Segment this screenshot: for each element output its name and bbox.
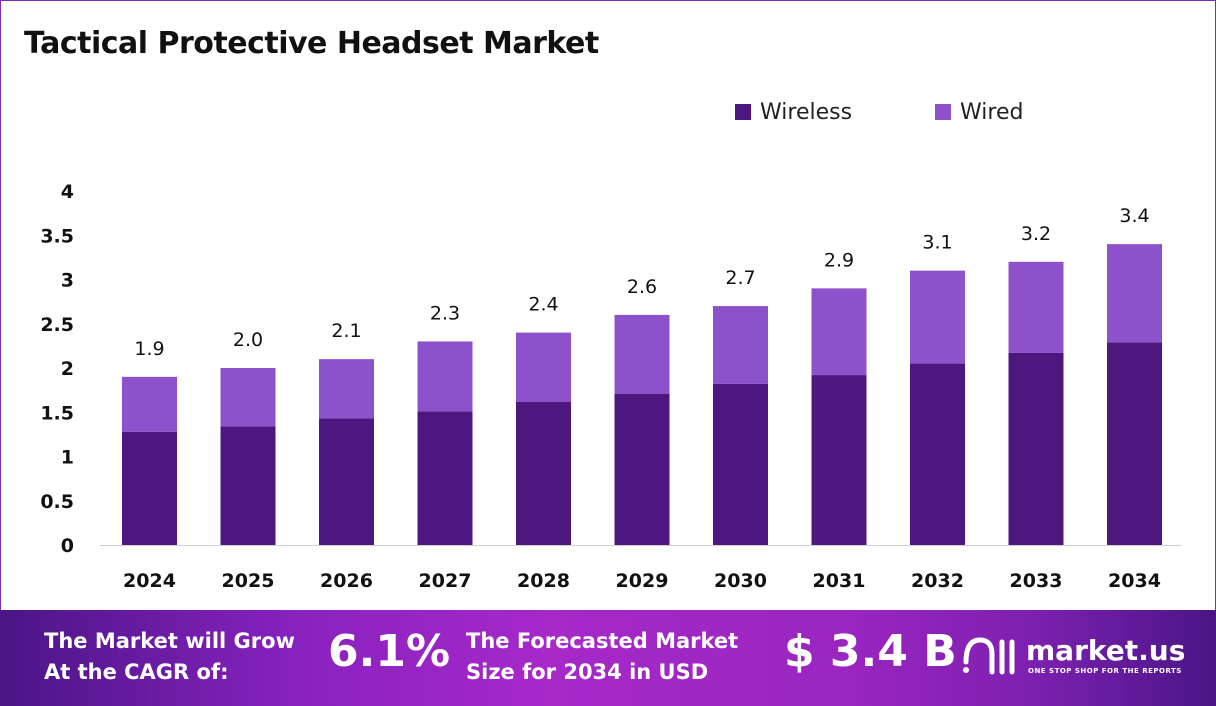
market-size-label-line1: The Forecasted Market [466,629,739,653]
y-tick-label: 4 [61,181,74,203]
bar-wired-2032 [910,270,965,364]
legend-label-wireless: Wireless [760,100,852,125]
y-tick-label: 3.5 [40,225,74,247]
market-us-logo-icon [963,637,1015,675]
data-label-total: 2.9 [824,249,854,271]
legend-swatch-wired [935,104,951,120]
data-label-total: 3.1 [922,232,952,254]
x-tick-label: 2028 [517,570,570,592]
bar-wired-2030 [713,306,768,384]
data-label-total: 2.7 [725,267,755,289]
x-tick-label: 2024 [123,570,176,592]
market-size-label-line2: Size for 2034 in USD [466,660,709,684]
data-label-total: 2.3 [430,302,460,324]
data-label-total: 2.4 [528,294,558,316]
bar-wired-2027 [417,341,473,412]
bar-wireless-2030 [713,383,768,545]
x-tick-label: 2026 [320,570,373,592]
data-label-total: 3.2 [1021,223,1051,245]
bar-wireless-2024 [122,431,177,545]
legend-label-wired: Wired [960,100,1023,125]
y-tick-label: 1.5 [40,402,74,424]
y-tick-label: 0.5 [40,491,74,513]
x-tick-label: 2027 [419,570,472,592]
bar-wired-2031 [811,288,867,376]
x-tick-label: 2029 [616,570,669,592]
bar-wired-2033 [1008,261,1064,353]
bar-wireless-2032 [910,363,965,545]
cagr-label-line1: The Market will Grow [44,629,295,653]
bar-wired-2029 [614,314,670,394]
bar-wireless-2027 [417,411,473,545]
bar-wireless-2034 [1107,342,1162,545]
y-tick-label: 2.5 [40,314,74,336]
cagr-label-line2: At the CAGR of: [44,660,229,684]
bar-wired-2028 [516,332,571,402]
bar-wired-2026 [319,359,374,419]
x-tick-label: 2025 [222,570,275,592]
y-tick-label: 0 [61,535,74,557]
data-label-total: 2.0 [233,329,263,351]
chart-title: Tactical Protective Headset Market [24,26,599,61]
x-tick-label: 2030 [714,570,767,592]
cagr-value: 6.1% [328,626,451,677]
bar-wired-2025 [220,368,276,427]
data-label-total: 2.1 [331,320,361,342]
data-label-total: 1.9 [134,338,164,360]
market-size-label: The Forecasted Market Size for 2034 in U… [466,626,738,688]
x-tick-label: 2034 [1108,570,1161,592]
bar-wireless-2025 [220,426,276,545]
bar-wired-2024 [122,376,177,432]
bar-wireless-2033 [1008,352,1064,545]
bar-wireless-2031 [811,375,867,545]
bar-wireless-2028 [516,401,571,545]
legend-swatch-wireless [735,104,751,120]
x-tick-label: 2031 [813,570,866,592]
cagr-label: The Market will Grow At the CAGR of: [44,626,295,688]
bar-wired-2034 [1107,244,1162,343]
y-tick-label: 2 [61,358,74,380]
bar-wireless-2026 [319,418,374,545]
data-label-total: 3.4 [1119,205,1149,227]
logo-tagline: ONE STOP SHOP FOR THE REPORTS [1028,667,1182,675]
market-size-value: $ 3.4 B [784,626,957,677]
footer-banner: The Market will Grow At the CAGR of: 6.1… [0,610,1216,706]
data-label-total: 2.6 [627,276,657,298]
bar-wireless-2029 [614,393,670,545]
x-tick-label: 2033 [1010,570,1063,592]
stacked-bar-chart: 0 0.5 1 1.5 2 2.5 3 3.5 4 1.9 2024 2.0 2025 2.1 2026 2.… [40,100,1182,592]
x-tick-label: 2032 [911,570,964,592]
y-tick-label: 1 [61,447,74,469]
logo-name: market.us [1026,634,1186,667]
y-tick-label: 3 [61,270,74,292]
